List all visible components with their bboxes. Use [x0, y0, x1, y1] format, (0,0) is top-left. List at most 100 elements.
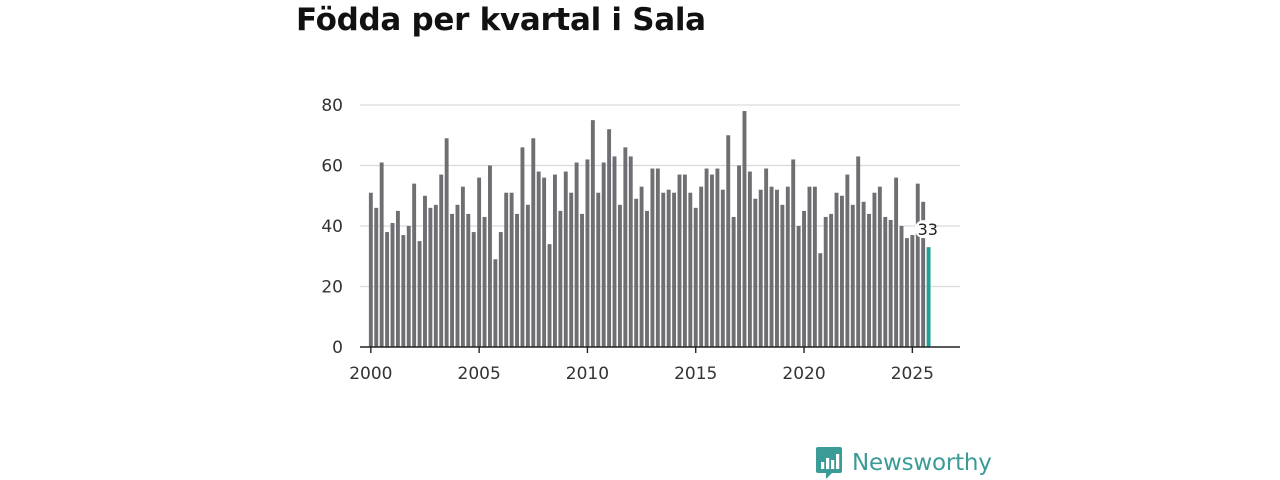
bar	[872, 192, 877, 347]
bar	[834, 192, 839, 347]
bar	[661, 192, 666, 347]
bar-highlight	[926, 247, 931, 347]
bar	[423, 195, 427, 347]
bar	[525, 204, 530, 347]
bar	[850, 204, 855, 347]
bar	[904, 238, 909, 347]
bar	[406, 226, 411, 347]
bar	[428, 207, 433, 347]
bar	[818, 253, 823, 347]
bar	[672, 192, 677, 347]
bar	[471, 232, 476, 347]
bar	[785, 186, 790, 347]
bar	[509, 192, 514, 347]
last-value-annotation: 33	[914, 220, 938, 239]
bar	[617, 204, 622, 347]
bar	[412, 183, 417, 347]
bar	[374, 207, 379, 347]
bar	[607, 129, 612, 347]
bar	[877, 186, 882, 347]
bar	[596, 192, 601, 347]
bar	[769, 186, 774, 347]
bar	[812, 186, 817, 347]
bar	[650, 168, 655, 347]
bar	[742, 111, 747, 347]
annotation-marker	[914, 220, 933, 239]
bar	[444, 138, 449, 347]
bar	[531, 138, 536, 347]
bar	[536, 171, 541, 347]
bar	[666, 189, 671, 347]
bar	[807, 186, 812, 347]
bar	[867, 213, 871, 347]
bar	[758, 189, 763, 347]
bar	[460, 186, 465, 347]
bar	[845, 174, 850, 347]
bar	[628, 156, 633, 347]
y-axis-ticks: 0 20 40 60 80	[321, 96, 343, 358]
newsworthy-logo-icon	[816, 447, 842, 479]
bar	[450, 213, 455, 347]
bar	[915, 183, 920, 347]
bar	[563, 171, 568, 347]
bar	[829, 213, 834, 347]
x-axis-ticks: 2000 2005 2010 2015 2020 2025	[349, 347, 934, 384]
bar	[401, 235, 406, 347]
bar	[693, 207, 698, 347]
y-tick-label-80: 80	[321, 96, 343, 116]
bar	[368, 192, 373, 347]
annotation-label: 33	[918, 220, 938, 239]
bar	[395, 210, 400, 347]
bar	[504, 192, 509, 347]
bar	[417, 241, 422, 347]
bar	[520, 147, 525, 347]
bar	[677, 174, 682, 347]
x-tick-label-2025: 2025	[891, 364, 934, 384]
bar	[704, 168, 709, 347]
bar	[840, 195, 844, 347]
bar	[688, 192, 693, 347]
bar	[910, 235, 915, 347]
bar	[775, 189, 779, 347]
bar	[731, 216, 736, 347]
bar	[488, 165, 492, 347]
bar	[466, 213, 471, 347]
bar	[623, 147, 628, 347]
bar	[547, 244, 552, 347]
bar	[899, 226, 904, 347]
bar	[780, 204, 785, 347]
chart-title: Födda per kvartal i Sala	[296, 2, 706, 38]
bar	[699, 186, 704, 347]
bar	[737, 165, 742, 347]
bar	[639, 186, 644, 347]
bar	[883, 216, 888, 347]
x-tick-label-2020: 2020	[782, 364, 825, 384]
bar	[715, 168, 720, 347]
bar	[455, 204, 460, 347]
y-tick-label-40: 40	[321, 217, 343, 237]
bar	[720, 189, 725, 347]
bar	[753, 198, 758, 347]
bar	[802, 210, 806, 347]
bar	[390, 222, 395, 347]
bar	[379, 162, 384, 347]
bar	[498, 232, 503, 347]
bar	[861, 201, 866, 347]
bar	[580, 213, 584, 347]
x-tick-label-2000: 2000	[349, 364, 392, 384]
bar	[764, 168, 769, 347]
bar	[552, 174, 557, 347]
bar	[655, 168, 660, 347]
bar	[710, 174, 714, 347]
bar	[493, 259, 498, 347]
bar	[574, 162, 579, 347]
bar	[385, 232, 390, 347]
y-tick-label-20: 20	[321, 278, 343, 298]
bar	[439, 174, 444, 347]
bar	[558, 210, 563, 347]
bar	[515, 213, 519, 347]
bar	[726, 135, 731, 347]
bars	[368, 111, 931, 347]
bar	[433, 204, 438, 347]
